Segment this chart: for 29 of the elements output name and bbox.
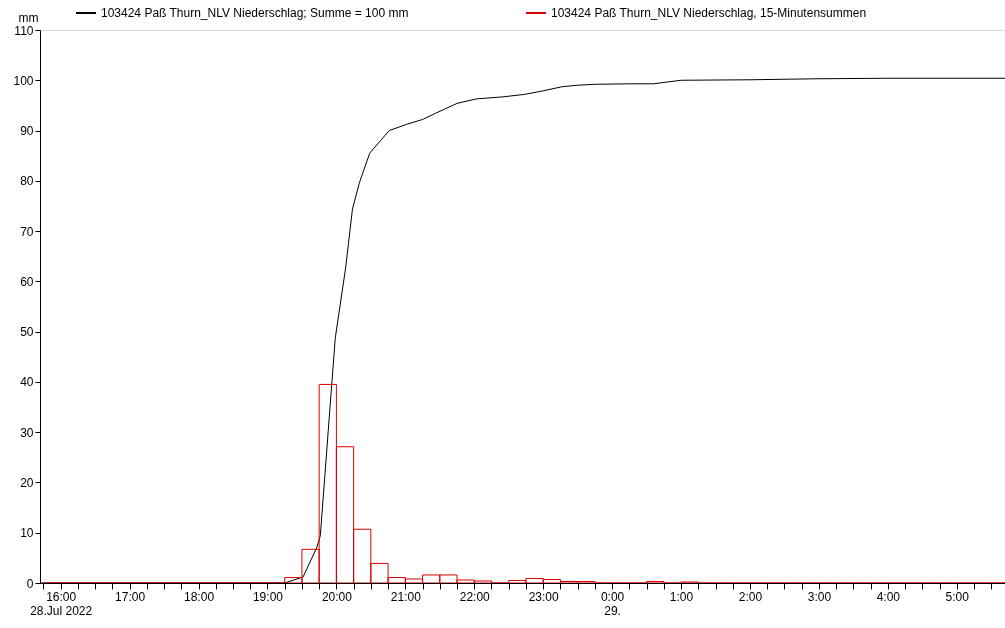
x-tick-label: 23:00 (528, 589, 560, 604)
x-tick-label: 16:00 28.Jul 2022 (30, 589, 93, 618)
y-tick-label: 80 (20, 174, 34, 189)
y-tick-label: 60 (20, 274, 34, 289)
x-tick-label: 5:00 (945, 589, 970, 604)
x-tick-label: 21:00 (390, 589, 422, 604)
x-tick-label: 2:00 (738, 589, 763, 604)
x-tick-label: 17:00 (115, 589, 146, 604)
x-tick-label: 19:00 (252, 589, 284, 604)
y-tick-label: 40 (20, 375, 34, 390)
y-tick-label: 20 (20, 475, 34, 490)
y-tick-label: 70 (20, 224, 34, 239)
y-tick-label: 50 (20, 325, 34, 340)
x-tick-label: 4:00 (876, 589, 901, 604)
y-axis-title: mm (18, 10, 39, 25)
y-tick-label: 0 (26, 576, 34, 591)
legend-label: 103424 Paß Thurn_NLV Niederschlag, 15-Minutensummen (551, 6, 867, 20)
y-tick-label: 30 (20, 425, 34, 440)
x-tick-label: 1:00 (669, 589, 694, 604)
x-tick-label: 18:00 (184, 589, 215, 604)
y-tick-label: 10 (20, 526, 34, 541)
y-tick-label: 90 (20, 124, 34, 139)
y-tick-label: 110 (14, 23, 34, 38)
x-tick-label: 22:00 (459, 589, 491, 604)
x-tick-label: 3:00 (807, 589, 832, 604)
y-tick-label: 100 (13, 73, 34, 88)
x-tick-label: 0:00 29. (600, 589, 625, 618)
x-tick-label: 20:00 (321, 589, 353, 604)
legend-label: 103424 Paß Thurn_NLV Niederschlag; Summe = 100 mm (101, 6, 409, 20)
